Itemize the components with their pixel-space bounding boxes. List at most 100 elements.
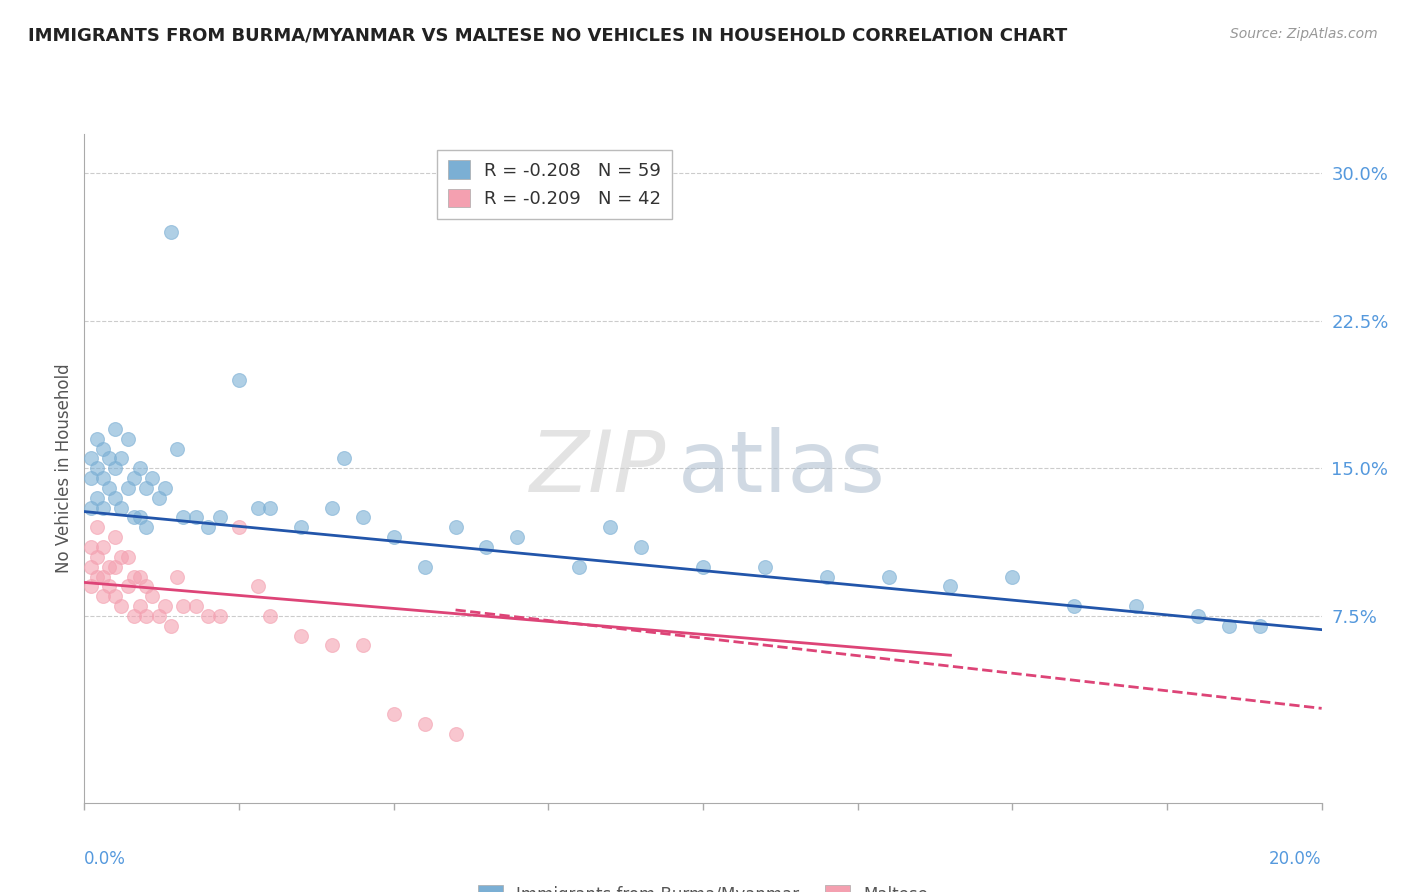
- Point: [98, 481, 121, 495]
- Point: [1063, 599, 1085, 613]
- Point: [290, 628, 312, 642]
- Point: [148, 491, 170, 505]
- Point: [91, 471, 114, 485]
- Point: [91, 442, 114, 456]
- Point: [877, 569, 900, 583]
- Point: [129, 461, 152, 475]
- Point: [1001, 569, 1024, 583]
- Point: [259, 500, 281, 515]
- Point: [104, 491, 127, 505]
- Point: [153, 599, 176, 613]
- Point: [475, 540, 498, 554]
- Point: [122, 471, 145, 485]
- Point: [172, 510, 194, 524]
- Point: [79, 559, 101, 574]
- Point: [209, 510, 232, 524]
- Point: [321, 639, 343, 653]
- Point: [104, 530, 127, 544]
- Point: [228, 373, 250, 387]
- Point: [568, 559, 591, 574]
- Point: [135, 520, 157, 534]
- Point: [160, 225, 183, 239]
- Point: [110, 451, 132, 466]
- Point: [184, 599, 207, 613]
- Point: [290, 520, 312, 534]
- Point: [630, 540, 652, 554]
- Point: [135, 481, 157, 495]
- Point: [197, 520, 219, 534]
- Point: [129, 569, 152, 583]
- Text: ZIP: ZIP: [530, 426, 666, 510]
- Point: [104, 559, 127, 574]
- Point: [815, 569, 838, 583]
- Point: [333, 451, 356, 466]
- Point: [413, 717, 436, 731]
- Point: [692, 559, 714, 574]
- Point: [110, 599, 132, 613]
- Point: [153, 481, 176, 495]
- Point: [246, 579, 269, 593]
- Point: [184, 510, 207, 524]
- Point: [246, 500, 269, 515]
- Point: [599, 520, 621, 534]
- Point: [86, 520, 108, 534]
- Text: 0.0%: 0.0%: [84, 849, 127, 868]
- Point: [166, 569, 188, 583]
- Point: [86, 569, 108, 583]
- Point: [939, 579, 962, 593]
- Point: [98, 559, 121, 574]
- Point: [197, 608, 219, 623]
- Point: [110, 549, 132, 564]
- Point: [122, 569, 145, 583]
- Text: atlas: atlas: [678, 426, 886, 510]
- Point: [86, 461, 108, 475]
- Point: [122, 608, 145, 623]
- Point: [86, 491, 108, 505]
- Point: [86, 432, 108, 446]
- Point: [321, 500, 343, 515]
- Point: [259, 608, 281, 623]
- Point: [506, 530, 529, 544]
- Point: [160, 618, 183, 632]
- Point: [117, 549, 139, 564]
- Legend: Immigrants from Burma/Myanmar, Maltese: Immigrants from Burma/Myanmar, Maltese: [471, 878, 935, 892]
- Point: [413, 559, 436, 574]
- Point: [172, 599, 194, 613]
- Point: [135, 579, 157, 593]
- Y-axis label: No Vehicles in Household: No Vehicles in Household: [55, 363, 73, 574]
- Point: [79, 540, 101, 554]
- Point: [122, 510, 145, 524]
- Point: [79, 579, 101, 593]
- Point: [754, 559, 776, 574]
- Point: [129, 510, 152, 524]
- Point: [135, 608, 157, 623]
- Point: [104, 422, 127, 436]
- Point: [1125, 599, 1147, 613]
- Text: 20.0%: 20.0%: [1270, 849, 1322, 868]
- Point: [98, 451, 121, 466]
- Point: [91, 589, 114, 603]
- Point: [1218, 618, 1240, 632]
- Point: [79, 451, 101, 466]
- Point: [91, 540, 114, 554]
- Point: [141, 589, 163, 603]
- Point: [129, 599, 152, 613]
- Point: [141, 471, 163, 485]
- Point: [117, 481, 139, 495]
- Point: [79, 500, 101, 515]
- Point: [110, 500, 132, 515]
- Point: [79, 471, 101, 485]
- Point: [91, 569, 114, 583]
- Point: [104, 461, 127, 475]
- Point: [1187, 608, 1209, 623]
- Point: [117, 432, 139, 446]
- Point: [444, 727, 467, 741]
- Point: [352, 639, 374, 653]
- Point: [104, 589, 127, 603]
- Point: [382, 707, 405, 722]
- Point: [444, 520, 467, 534]
- Point: [117, 579, 139, 593]
- Point: [382, 530, 405, 544]
- Point: [91, 500, 114, 515]
- Point: [352, 510, 374, 524]
